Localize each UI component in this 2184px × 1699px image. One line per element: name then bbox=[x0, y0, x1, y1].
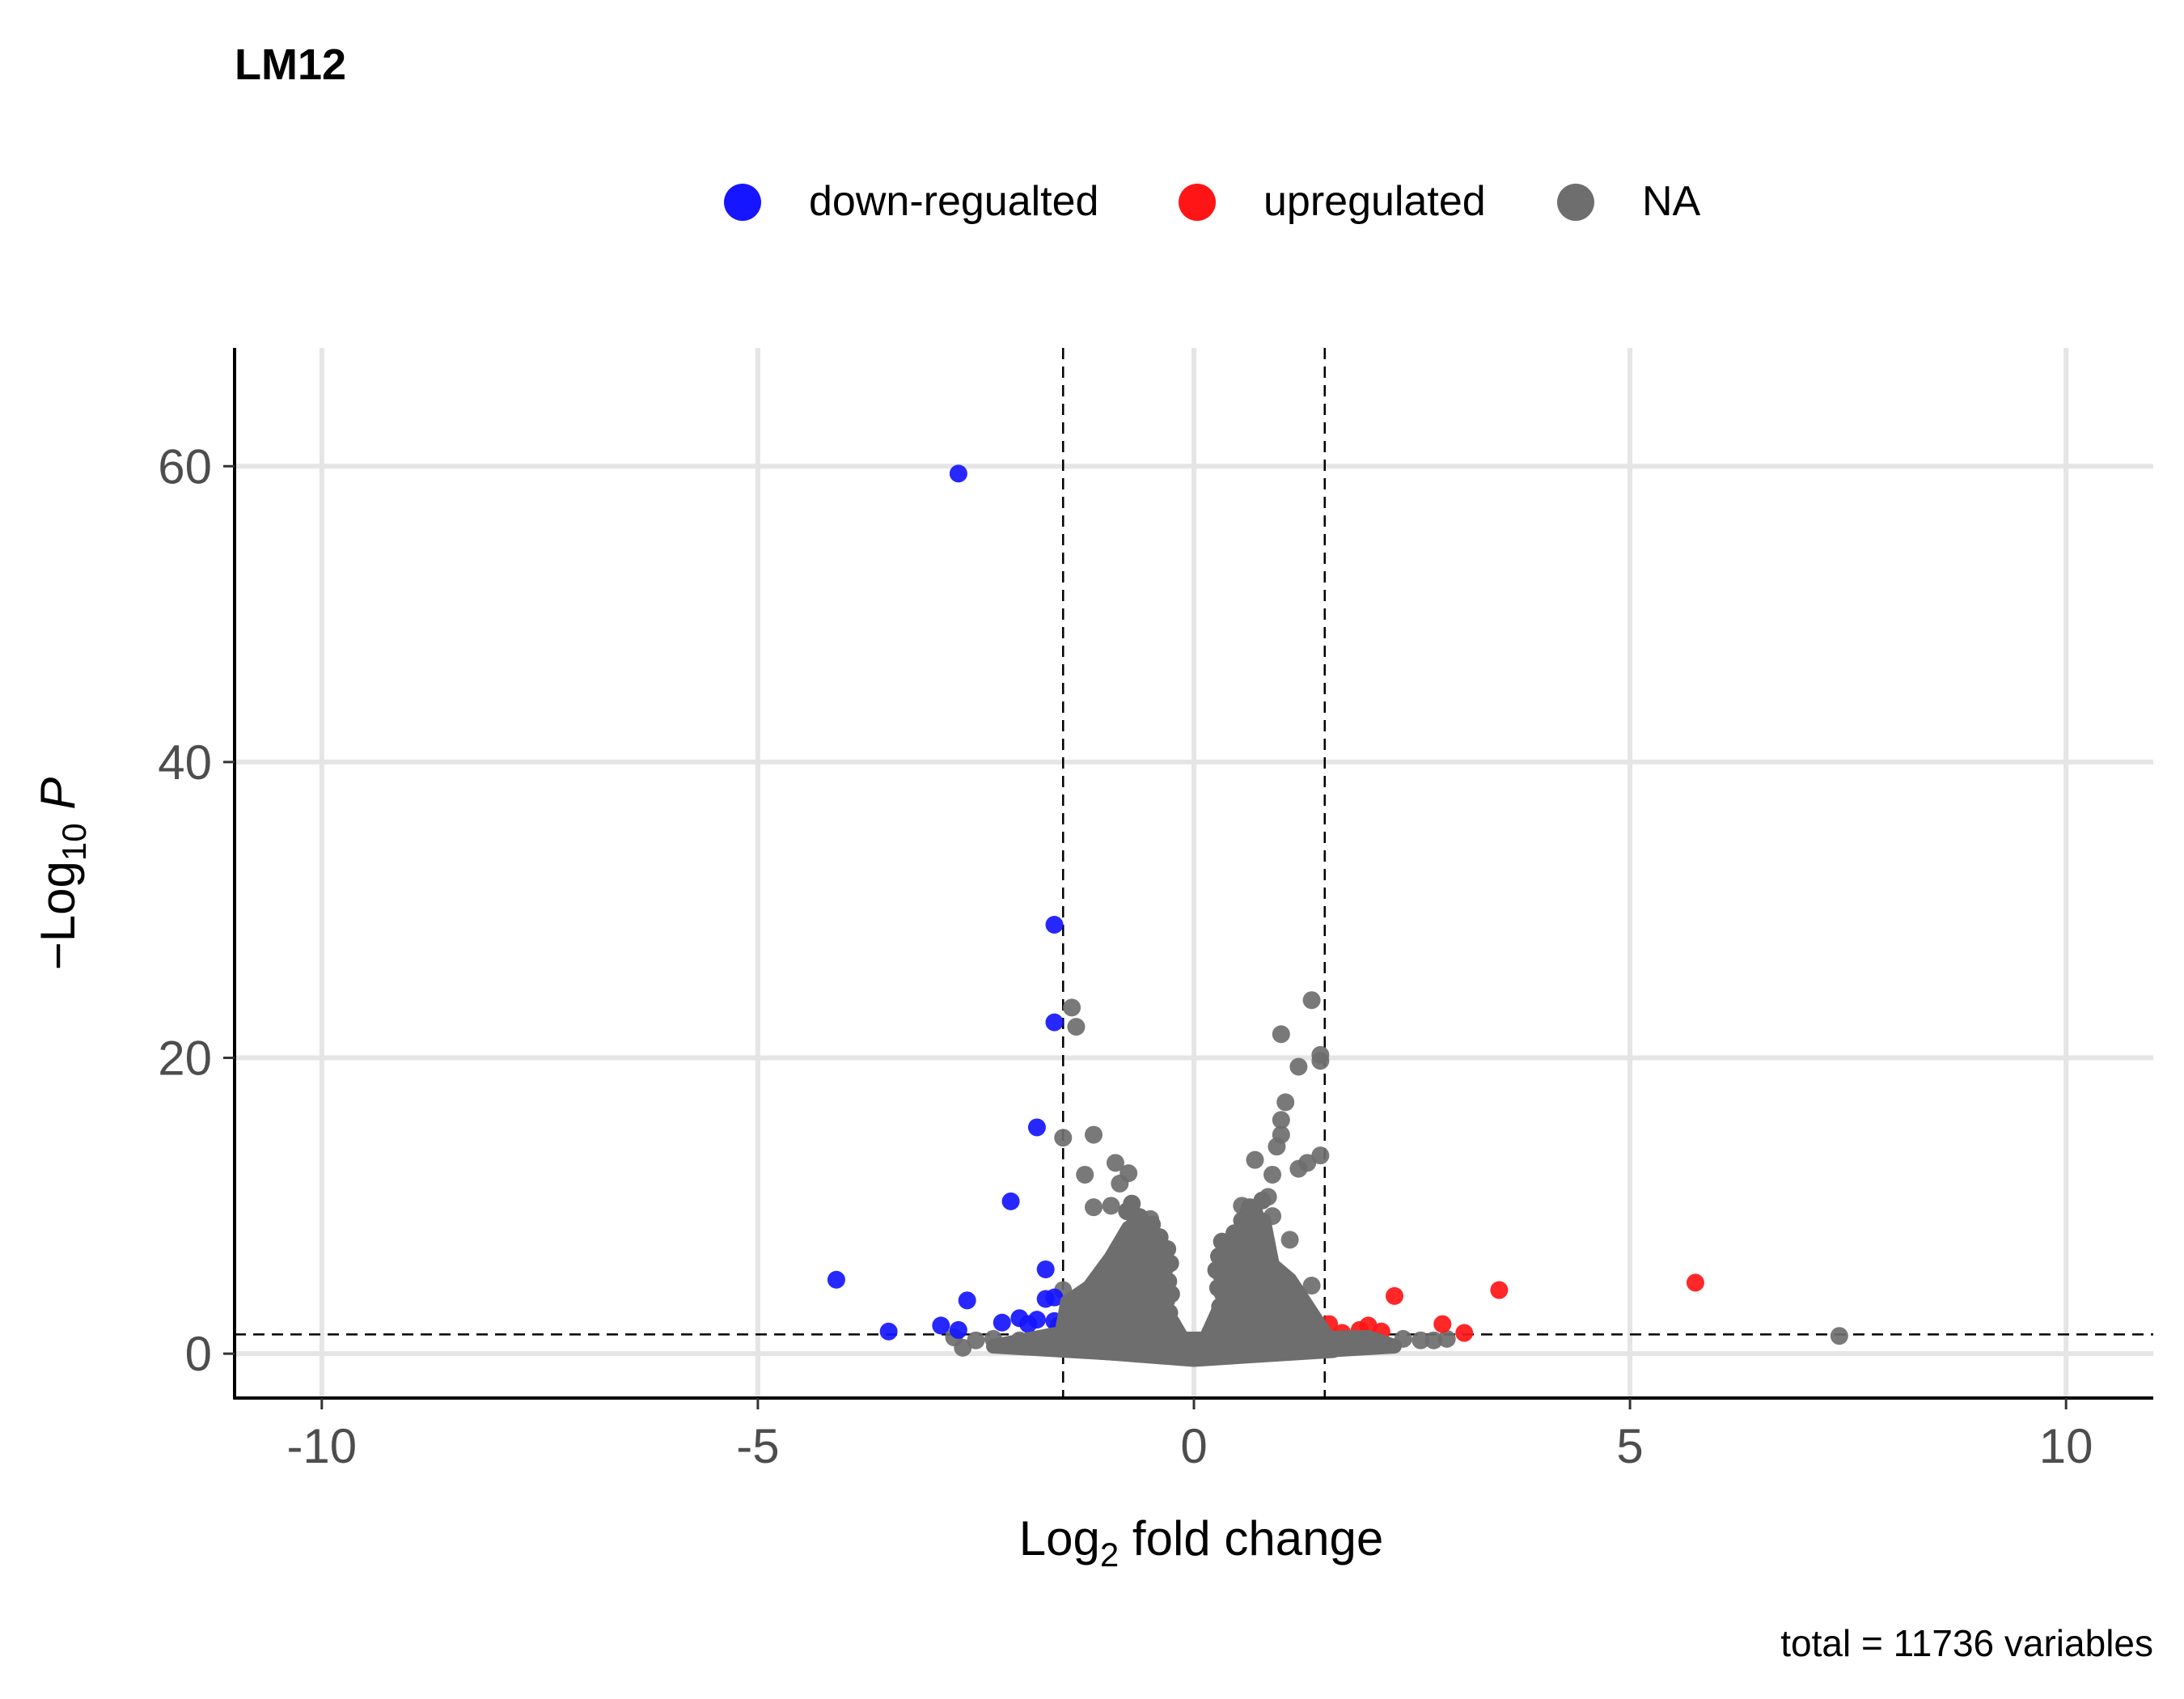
point-na bbox=[1233, 1211, 1251, 1230]
point-na bbox=[1302, 991, 1321, 1010]
point-down-regualted bbox=[949, 1320, 967, 1339]
point-down-regualted bbox=[1001, 1192, 1020, 1210]
grid bbox=[235, 348, 2153, 1398]
point-na bbox=[1054, 1129, 1073, 1147]
point-na bbox=[1085, 1125, 1103, 1144]
na-cloud-shape bbox=[986, 1327, 1402, 1366]
point-na bbox=[1280, 1231, 1299, 1249]
legend: down-regualted upregulated NA bbox=[724, 178, 1701, 225]
point-upregulated bbox=[1433, 1315, 1452, 1333]
legend-swatch bbox=[1557, 184, 1594, 221]
y-tick-label: 20 bbox=[158, 1032, 212, 1086]
point-down-regualted bbox=[958, 1291, 976, 1310]
point-na bbox=[1830, 1327, 1848, 1345]
point-na bbox=[1152, 1299, 1170, 1317]
point-upregulated bbox=[1686, 1273, 1704, 1292]
point-na bbox=[1412, 1331, 1430, 1349]
point-down-regualted bbox=[879, 1322, 898, 1341]
point-na bbox=[1085, 1198, 1103, 1217]
y-tick-label: 40 bbox=[158, 735, 212, 790]
point-na bbox=[1276, 1093, 1295, 1112]
y-tick-label: 0 bbox=[185, 1327, 212, 1381]
point-na bbox=[1272, 1111, 1290, 1129]
tick-labels: -10 -5 0 5 10 0 20 40 60 bbox=[158, 439, 2093, 1473]
point-na bbox=[1076, 1165, 1094, 1184]
point-down-regualted bbox=[1045, 1288, 1064, 1307]
point-na bbox=[1106, 1154, 1124, 1172]
point-down-regualted bbox=[993, 1313, 1011, 1332]
legend-item-down-regualted: down-regualted bbox=[724, 178, 1098, 225]
point-na bbox=[1210, 1247, 1229, 1265]
point-na bbox=[1311, 1146, 1330, 1165]
legend-label: NA bbox=[1642, 178, 1701, 225]
point-na bbox=[1102, 1197, 1120, 1215]
x-tick-label: 10 bbox=[2039, 1419, 2093, 1473]
na-point-cloud bbox=[986, 1191, 1402, 1367]
point-na bbox=[967, 1331, 985, 1349]
point-na bbox=[1289, 1159, 1308, 1178]
y-tick-label: 60 bbox=[158, 439, 212, 494]
point-na bbox=[1272, 1025, 1290, 1044]
point-na bbox=[1150, 1228, 1169, 1247]
data-points bbox=[827, 464, 1848, 1367]
point-na bbox=[1067, 1018, 1086, 1036]
point-na bbox=[1212, 1265, 1230, 1284]
point-upregulated bbox=[1490, 1281, 1509, 1299]
point-down-regualted bbox=[1027, 1311, 1046, 1329]
point-na bbox=[1141, 1277, 1160, 1296]
point-na bbox=[954, 1338, 972, 1357]
point-na bbox=[1302, 1277, 1321, 1295]
point-na bbox=[1111, 1174, 1129, 1193]
point-down-regualted bbox=[1036, 1260, 1055, 1278]
caption: total = 11736 variables bbox=[1780, 1622, 2153, 1664]
point-na bbox=[1213, 1285, 1232, 1303]
point-down-regualted bbox=[949, 464, 967, 483]
point-na bbox=[1063, 998, 1081, 1017]
point-na bbox=[1208, 1309, 1226, 1328]
legend-swatch bbox=[724, 184, 761, 221]
x-tick-label: 5 bbox=[1616, 1419, 1643, 1473]
point-na bbox=[1437, 1329, 1456, 1348]
point-na bbox=[1161, 1254, 1179, 1273]
point-na bbox=[1119, 1252, 1137, 1271]
point-na bbox=[1424, 1331, 1443, 1349]
point-down-regualted bbox=[1045, 1013, 1064, 1032]
x-tick-label: 0 bbox=[1180, 1419, 1207, 1473]
point-down-regualted bbox=[1045, 915, 1064, 934]
point-upregulated bbox=[1385, 1286, 1403, 1305]
point-na bbox=[1131, 1252, 1149, 1271]
point-down-regualted bbox=[1027, 1118, 1046, 1137]
point-na bbox=[1311, 1052, 1330, 1070]
point-down-regualted bbox=[932, 1316, 950, 1335]
legend-label: upregulated bbox=[1263, 178, 1486, 225]
legend-item-upregulated: upregulated bbox=[1179, 178, 1486, 225]
x-tick-label: -10 bbox=[286, 1419, 357, 1473]
point-na bbox=[1263, 1165, 1282, 1184]
y-axis-label: −Log10 P bbox=[31, 777, 93, 971]
x-axis-label: Log2 fold change bbox=[1019, 1511, 1383, 1574]
point-na bbox=[1154, 1277, 1173, 1296]
point-na bbox=[1163, 1315, 1182, 1333]
point-na bbox=[1246, 1150, 1264, 1169]
point-down-regualted bbox=[827, 1270, 845, 1289]
point-upregulated bbox=[1455, 1324, 1474, 1342]
chart-title: LM12 bbox=[235, 40, 346, 89]
point-na bbox=[1289, 1057, 1308, 1076]
legend-label: down-regualted bbox=[809, 178, 1098, 225]
x-tick-label: -5 bbox=[736, 1419, 779, 1473]
point-na bbox=[1268, 1138, 1286, 1156]
legend-item-na: NA bbox=[1557, 178, 1701, 225]
legend-swatch bbox=[1179, 184, 1216, 221]
